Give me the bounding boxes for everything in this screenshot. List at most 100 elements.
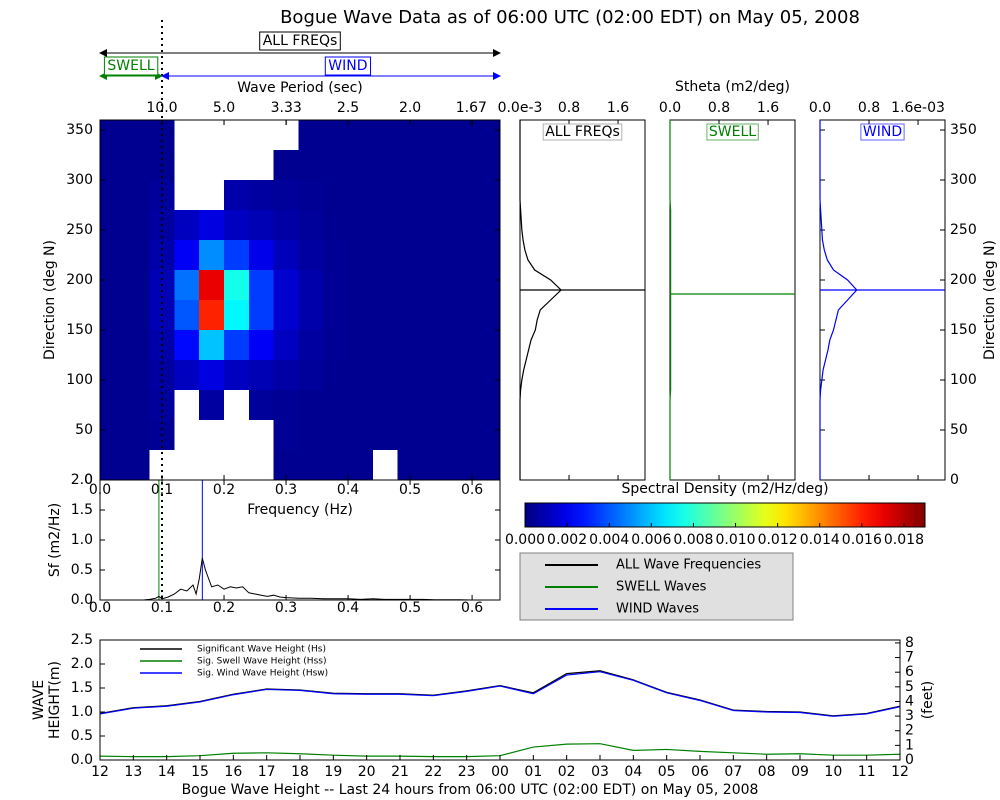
- heat-cell: [397, 390, 423, 420]
- legend-label: ALL Wave Frequencies: [616, 558, 761, 573]
- x-tick-label: 03: [591, 764, 609, 780]
- heat-cell: [224, 330, 249, 360]
- x-tick-label: 22: [424, 764, 442, 780]
- heat-cell: [273, 360, 299, 390]
- heat-cell: [100, 330, 125, 360]
- heat-cell: [372, 270, 398, 300]
- heat-cell: [323, 180, 349, 210]
- band-label-box: [103, 56, 159, 76]
- series-line: [99, 671, 901, 717]
- panel-title: WIND: [860, 123, 905, 141]
- heat-cell: [199, 270, 225, 300]
- heat-cell: [397, 210, 423, 240]
- y-tick-label: 0: [950, 472, 959, 488]
- heat-cell: [124, 270, 150, 300]
- heat-cell: [422, 150, 448, 180]
- heat-cell: [348, 210, 373, 240]
- heat-cell: [248, 330, 274, 360]
- heat-cell: [298, 240, 324, 270]
- heat-cell: [224, 210, 249, 240]
- x-tick-label: 16: [224, 764, 242, 780]
- heat-cell: [323, 390, 349, 420]
- heat-cell: [447, 270, 473, 300]
- heat-cell: [472, 270, 500, 300]
- x-tick-label: 07: [724, 764, 742, 780]
- x-axis-label: Bogue Wave Height -- Last 24 hours from …: [182, 782, 759, 798]
- panel-title-text: SWELL: [709, 124, 756, 140]
- y-tick-label: 250: [950, 222, 977, 238]
- y-tick-label: 0: [84, 472, 93, 488]
- heat-cell: [273, 180, 299, 210]
- x-tick-label: 06: [691, 764, 709, 780]
- y-tick-label: 100: [66, 372, 93, 388]
- heat-cell: [100, 150, 125, 180]
- heat-cell: [298, 450, 324, 480]
- heat-cell: [422, 270, 448, 300]
- panel-title: ALL FREQs: [542, 123, 623, 141]
- x-tick-label: 0.4: [337, 482, 359, 498]
- heat-cell: [273, 330, 299, 360]
- heat-cell: [273, 240, 299, 270]
- heat-cell: [348, 420, 373, 450]
- y-tick-label: 50: [950, 422, 968, 438]
- heat-cell: [447, 300, 473, 330]
- x-tick-label: 09: [791, 764, 809, 780]
- heat-cell: [273, 390, 299, 420]
- heat-cell: [199, 330, 225, 360]
- figure-title: Bogue Wave Data as of 06:00 UTC (02:00 E…: [280, 7, 860, 28]
- heat-cell: [100, 390, 125, 420]
- heat-cell: [447, 330, 473, 360]
- heat-cell: [447, 180, 473, 210]
- x-tick-label: 12: [91, 764, 109, 780]
- heat-cell: [124, 180, 150, 210]
- heat-cell: [298, 270, 324, 300]
- x-tick-label: 13: [124, 764, 142, 780]
- y-axis-label: WAVE: [31, 680, 47, 720]
- y-tick-label: 1.0: [71, 532, 93, 548]
- heat-cell: [472, 240, 500, 270]
- heat-cell: [248, 180, 274, 210]
- heat-cell: [422, 390, 448, 420]
- x-tick-label: 0.8: [708, 100, 730, 116]
- heat-cell: [472, 150, 500, 180]
- heat-cell: [224, 300, 249, 330]
- x-tick-label: 23: [458, 764, 476, 780]
- heat-cell: [124, 240, 150, 270]
- heat-cell: [298, 210, 324, 240]
- heat-cell: [100, 300, 125, 330]
- heat-cell: [248, 210, 274, 240]
- heat-cell: [298, 150, 324, 180]
- heat-cell: [422, 360, 448, 390]
- axes-frame: [519, 119, 646, 481]
- y2-axis-label: (feet): [920, 681, 936, 720]
- y2-tick-label: 6: [905, 664, 914, 680]
- legend-label: Significant Wave Height (Hs): [197, 645, 326, 655]
- heat-cell: [372, 120, 398, 150]
- heat-cell: [100, 360, 125, 390]
- heat-cell: [298, 180, 324, 210]
- y-tick-label: 350: [950, 122, 977, 138]
- heat-cell: [472, 360, 500, 390]
- x-tick-label: 04: [624, 764, 642, 780]
- colorbar-tick-label: 0.012: [758, 532, 798, 548]
- x-tick-label: 0.8: [858, 100, 880, 116]
- x-tick-label: 0.4: [337, 600, 359, 616]
- heat-cell: [422, 420, 448, 450]
- y2-tick-label: 7: [905, 650, 914, 666]
- heat-cell: [224, 360, 249, 390]
- x2-tick-label: 3.33: [271, 100, 302, 116]
- heat-cell: [348, 240, 373, 270]
- x-tick-label: 08: [758, 764, 776, 780]
- heat-cell: [224, 270, 249, 300]
- colorbar-tick-label: 0.006: [631, 532, 671, 548]
- y-tick-label: 2.0: [71, 472, 93, 488]
- heat-cell: [248, 270, 274, 300]
- panel-title-box: [706, 123, 759, 141]
- x-tick-label: 19: [324, 764, 342, 780]
- heat-cell: [100, 120, 125, 150]
- band-label: SWELL: [103, 56, 159, 76]
- band-label-text: SWELL: [107, 58, 154, 74]
- y2-tick-label: 5: [905, 679, 914, 695]
- y-tick-label: 350: [66, 122, 93, 138]
- heat-cell: [447, 150, 473, 180]
